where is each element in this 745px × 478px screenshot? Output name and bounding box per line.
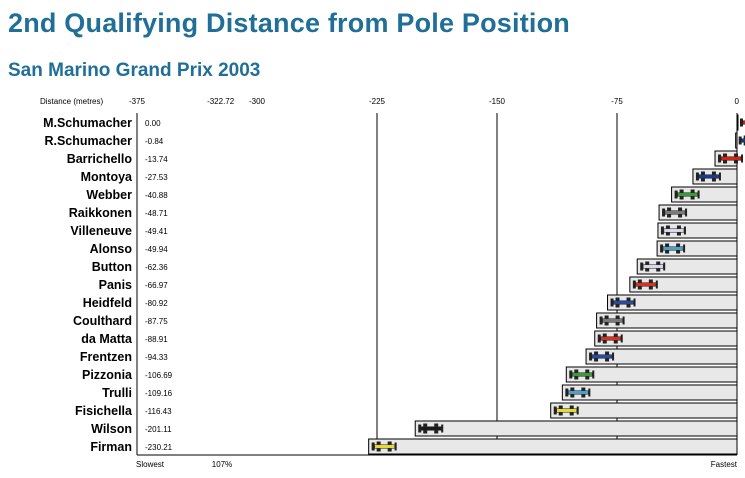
car-icon xyxy=(660,225,686,236)
value-label: -48.71 xyxy=(145,209,168,218)
bar xyxy=(596,312,738,329)
car-icon xyxy=(589,351,615,362)
bar xyxy=(735,132,738,149)
car-icon xyxy=(569,369,595,380)
driver-label: Fisichella xyxy=(75,404,133,418)
slowest-label: Slowest xyxy=(136,460,165,469)
x-tick-label: 0 xyxy=(735,97,740,106)
car-icon xyxy=(599,315,625,326)
driver-label: da Matta xyxy=(81,332,133,346)
car-icon xyxy=(632,279,658,290)
x-tick-label: -150 xyxy=(489,97,506,106)
car-icon xyxy=(674,189,700,200)
chart-subtitle: San Marino Grand Prix 2003 xyxy=(8,60,261,81)
driver-label: Villeneuve xyxy=(70,224,132,238)
driver-label: Raikkonen xyxy=(69,206,132,220)
car-icon xyxy=(640,261,666,272)
bar xyxy=(561,384,738,401)
percent-107-label: 107% xyxy=(212,460,232,469)
driver-label: Montoya xyxy=(81,170,133,184)
bar xyxy=(550,402,738,419)
value-label: 0.00 xyxy=(145,119,161,128)
car-icon xyxy=(565,387,591,398)
value-label: -0.84 xyxy=(145,137,164,146)
bar xyxy=(736,114,739,131)
bar xyxy=(368,438,738,455)
bar xyxy=(565,366,738,383)
value-label: -116.43 xyxy=(145,407,172,416)
bar xyxy=(671,186,738,203)
value-label: -49.41 xyxy=(145,227,168,236)
driver-label: Firman xyxy=(90,440,132,454)
bar xyxy=(607,294,738,311)
value-label: -40.88 xyxy=(145,191,168,200)
x-tick-label: -375 xyxy=(129,97,146,106)
value-label: -87.75 xyxy=(145,317,168,326)
car-icon xyxy=(662,207,688,218)
car-icon xyxy=(740,118,745,127)
bar xyxy=(594,330,738,347)
value-label: -13.74 xyxy=(145,155,168,164)
car-icon xyxy=(371,441,397,452)
x-tick-label: -75 xyxy=(611,97,623,106)
bar xyxy=(636,258,738,275)
chart-title: 2nd Qualifying Distance from Pole Positi… xyxy=(8,8,570,38)
driver-label: R.Schumacher xyxy=(44,134,132,148)
car-icon xyxy=(597,333,623,344)
x-tick-label: -225 xyxy=(369,97,386,106)
car-icon xyxy=(553,405,579,416)
car-icon xyxy=(695,171,721,182)
value-label: -201.11 xyxy=(145,425,172,434)
driver-label: Barrichello xyxy=(67,152,133,166)
driver-label: Wilson xyxy=(91,422,132,436)
car-icon xyxy=(418,423,444,434)
value-label: -80.92 xyxy=(145,299,168,308)
bar xyxy=(585,348,738,365)
driver-label: Trulli xyxy=(102,386,132,400)
car-icon xyxy=(610,297,636,308)
driver-label: Alonso xyxy=(90,242,133,256)
driver-label: Button xyxy=(92,260,132,274)
bar xyxy=(414,420,738,437)
value-label: -94.33 xyxy=(145,353,168,362)
driver-label: Frentzen xyxy=(80,350,132,364)
value-label: -230.21 xyxy=(145,443,173,452)
value-label: -88.91 xyxy=(145,335,168,344)
value-label: -106.69 xyxy=(145,371,173,380)
x-axis-label: Distance (metres) xyxy=(40,97,103,106)
driver-label: Webber xyxy=(86,188,132,202)
driver-label: M.Schumacher xyxy=(43,116,132,130)
fastest-label: Fastest xyxy=(711,460,738,469)
value-label: -66.97 xyxy=(145,281,168,290)
driver-label: Coulthard xyxy=(73,314,132,328)
value-label: -27.53 xyxy=(145,173,168,182)
x-tick-label: -322.72 xyxy=(207,97,235,106)
car-icon xyxy=(660,243,686,254)
value-label: -49.94 xyxy=(145,245,168,254)
value-label: -109.16 xyxy=(145,389,173,398)
x-tick-label: -300 xyxy=(249,97,266,106)
driver-label: Heidfeld xyxy=(83,296,132,310)
car-icon xyxy=(718,153,744,164)
car-icon xyxy=(738,135,745,146)
driver-label: Pizzonia xyxy=(82,368,133,382)
driver-label: Panis xyxy=(99,278,132,292)
value-label: -62.36 xyxy=(145,263,168,272)
